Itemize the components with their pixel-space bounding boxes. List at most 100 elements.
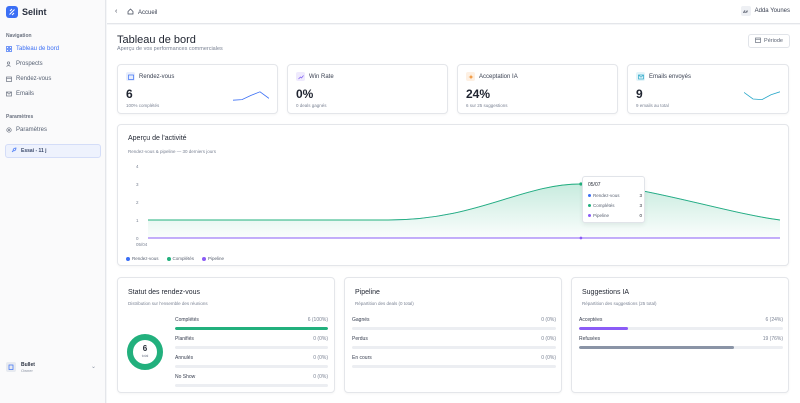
y-tick-label: 3 <box>136 182 139 187</box>
status-row-completes: Complétés 6 (100%) <box>175 317 328 330</box>
sidebar-item-settings[interactable]: Paramètres <box>6 125 47 135</box>
y-tick-label: 1 <box>136 218 139 223</box>
sidebar-item-emails[interactable]: Emails <box>6 89 34 99</box>
status-row-planifies: Planifiés 0 (0%) <box>175 336 328 349</box>
trial-badge[interactable]: Essai - 11 j <box>5 144 101 158</box>
breadcrumb: Accueil <box>127 8 157 17</box>
back-chevron-icon[interactable]: ‹ <box>115 8 118 15</box>
mail-icon <box>636 72 645 81</box>
suggestions-card: Suggestions IA Répartition des suggestio… <box>571 277 789 393</box>
pipeline-row-perdus: Perdus 0 (0%) <box>352 336 556 349</box>
pipeline-card: Pipeline Répartition des deals (0 total)… <box>344 277 562 393</box>
status-row-no-show: No Show 0 (0%) <box>175 374 328 387</box>
params-section-title: Paramètres <box>6 114 34 120</box>
stat-value: 6 <box>126 87 133 101</box>
stat-note: 0 deals gagnés <box>296 103 327 108</box>
stat-value: 0% <box>296 87 314 101</box>
activity-chart[interactable]: 0 1 2 3 4 05/04 <box>118 125 790 267</box>
pipeline-title: Pipeline <box>355 289 380 296</box>
users-icon <box>6 61 12 67</box>
activity-title: Aperçu de l'activité <box>128 135 187 142</box>
calendar-icon <box>755 37 761 45</box>
stat-label: Emails envoyés <box>649 73 692 80</box>
stat-card-rendez-vous[interactable]: Rendez-vous 6 100% complétés <box>117 64 278 114</box>
tooltip-row-completes: Complétés 3 <box>588 203 642 208</box>
stat-card-emails[interactable]: Emails envoyés 9 9 emails au total <box>627 64 789 114</box>
chevron-down-icon: ⌄ <box>90 364 96 370</box>
gear-icon <box>6 127 12 133</box>
user-menu[interactable]: Bullet Owner ⌄ <box>6 358 100 376</box>
status-subtitle: Distribution sur l'ensemble des réunions <box>128 301 208 306</box>
calendar-icon <box>6 76 12 82</box>
workspace-role: Owner <box>21 367 33 373</box>
sidebar-item-label: Rendez-vous <box>16 76 52 82</box>
y-tick-label: 2 <box>136 200 139 205</box>
stat-note: 9 emails au total <box>636 103 669 108</box>
status-row-annules: Annulés 0 (0%) <box>175 355 328 368</box>
stat-value: 24% <box>466 87 491 101</box>
page-title: Tableau de bord <box>117 34 196 46</box>
legend-item-rendez-vous[interactable]: Rendez-vous <box>126 256 159 261</box>
sidebar-item-label: Paramètres <box>16 127 48 133</box>
trial-label: Essai - 11 j <box>21 148 47 154</box>
activity-card: Aperçu de l'activité Rendez-vous & pipel… <box>117 124 789 266</box>
sidebar-item-label: Tableau de bord <box>16 46 60 52</box>
app-logo[interactable]: Selint <box>6 6 47 18</box>
chart-legend: Rendez-vous Complétés Pipeline <box>126 256 224 261</box>
suggestions-row-acceptees: Acceptées 6 (24%) <box>579 317 783 330</box>
status-card: Statut des rendez-vous Distribution sur … <box>117 277 335 393</box>
pipeline-row-gagnes: Gagnés 0 (0%) <box>352 317 556 330</box>
main-content: Tableau de bord Aperçu de vos performanc… <box>107 25 800 403</box>
donut-value: 6 <box>142 344 148 353</box>
stat-note: 100% complétés <box>126 103 160 108</box>
pipeline-subtitle: Répartition des deals (0 total) <box>355 301 414 306</box>
logo-icon <box>6 6 18 18</box>
sidebar: Selint Navigation Tableau de bord Prospe… <box>0 0 106 403</box>
building-icon <box>6 362 16 372</box>
pipeline-row-en-cours: En cours 0 (0%) <box>352 355 556 368</box>
top-user-name: Adda Younes <box>754 8 790 14</box>
y-tick-label: 0 <box>136 236 139 241</box>
sidebar-item-label: Emails <box>16 91 35 97</box>
stat-value: 9 <box>636 87 643 101</box>
period-label: Période <box>764 38 783 44</box>
point-pipeline-05-07 <box>579 236 583 240</box>
sparkline-emails <box>744 91 780 101</box>
sparkle-icon <box>466 72 475 81</box>
period-button[interactable]: Période <box>748 34 790 48</box>
rocket-icon <box>11 147 17 155</box>
legend-item-completes[interactable]: Complétés <box>166 256 194 261</box>
activity-subtitle: Rendez-vous & pipeline — 30 derniers jou… <box>128 149 217 154</box>
breadcrumb-home[interactable]: Accueil <box>138 9 158 16</box>
stat-note: 6 sur 25 suggestions <box>466 103 508 108</box>
sparkline-rendez-vous <box>233 91 269 101</box>
stat-label: Win Rate <box>309 73 334 80</box>
top-user-menu[interactable]: AY Adda Younes <box>740 6 790 16</box>
nav-section-title: Navigation <box>6 33 32 39</box>
stat-label: Rendez-vous <box>139 73 175 80</box>
sidebar-item-prospects[interactable]: Prospects <box>6 59 43 69</box>
tooltip-date: 05/07 <box>588 182 601 188</box>
sidebar-item-rendez-vous[interactable]: Rendez-vous <box>6 74 51 84</box>
topbar: ‹ Accueil AY Adda Younes <box>107 0 800 24</box>
workspace-name: Bullet <box>21 361 35 368</box>
point-completes-05-07 <box>579 182 583 186</box>
trend-up-icon <box>296 72 305 81</box>
x-tick-label: 05/04 <box>136 242 148 247</box>
stat-card-acceptation-ia[interactable]: Acceptation IA 24% 6 sur 25 suggestions <box>457 64 618 114</box>
stat-label: Acceptation IA <box>479 73 518 80</box>
status-donut <box>127 334 163 370</box>
stat-card-win-rate[interactable]: Win Rate 0% 0 deals gagnés <box>287 64 448 114</box>
calendar-icon <box>126 72 135 81</box>
suggestions-title: Suggestions IA <box>582 289 630 296</box>
tooltip-row-rendez-vous: Rendez-vous 3 <box>588 193 642 198</box>
mail-icon <box>6 91 12 97</box>
grid-icon <box>6 46 12 52</box>
tooltip-row-pipeline: Pipeline 0 <box>588 213 642 218</box>
suggestions-subtitle: Répartition des suggestions (25 total) <box>582 301 657 306</box>
avatar: AY <box>740 6 751 16</box>
y-tick-label: 4 <box>136 164 139 169</box>
legend-item-pipeline[interactable]: Pipeline <box>202 256 224 261</box>
sidebar-item-dashboard[interactable]: Tableau de bord <box>6 44 59 54</box>
page-subtitle: Aperçu de vos performances commerciales <box>117 46 223 52</box>
